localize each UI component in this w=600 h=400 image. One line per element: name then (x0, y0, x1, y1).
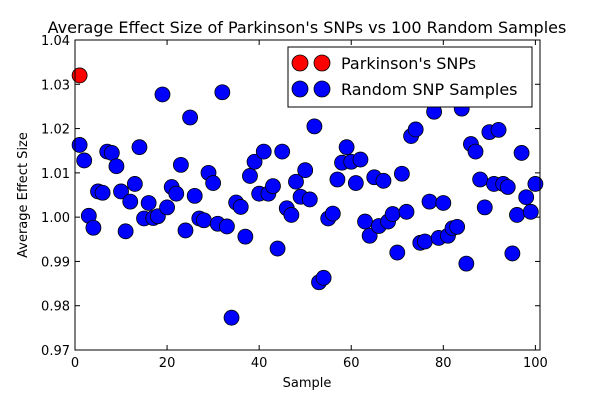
random-sample-point (283, 207, 300, 223)
random-sample-point (476, 199, 493, 216)
y-tick-label: 1.03 (41, 78, 70, 93)
random-sample-point (417, 233, 433, 250)
y-tick-label: 1.00 (41, 211, 70, 226)
random-sample-point (131, 139, 148, 156)
random-sample-point (338, 139, 355, 156)
random-sample-point (168, 185, 185, 202)
legend-label-parkinsons: Parkinson's SNPs (341, 54, 476, 73)
random-sample-point (527, 176, 544, 192)
random-sample-point (71, 137, 88, 153)
plot-frame (74, 39, 541, 351)
random-sample-point (177, 222, 194, 239)
x-tick-label: 100 (523, 356, 548, 371)
legend-label-random: Random SNP Samples (341, 80, 518, 99)
random-sample-point (255, 143, 272, 160)
x-tick-label: 60 (343, 356, 360, 371)
random-sample-point (159, 199, 175, 216)
y-tick-label: 0.98 (41, 300, 70, 315)
axis-ticks: 0 20 40 60 80 100 0.97 0.98 0.99 1.00 1.01 1.02 1.03… (41, 34, 548, 371)
random-sample-point (94, 184, 111, 201)
chart-title: Average Effect Size of Parkinson's SNPs … (48, 18, 567, 37)
random-sample-point (126, 176, 143, 192)
data-points (71, 67, 544, 326)
legend-marker-random-2 (313, 80, 331, 98)
random-sample-point (518, 189, 535, 206)
random-sample-point (246, 153, 263, 170)
random-sample-point (288, 173, 304, 190)
random-sample-point (393, 165, 410, 182)
random-sample-point (375, 172, 392, 189)
random-sample-point (389, 244, 406, 261)
y-axis-label: Average Effect Size (16, 132, 31, 258)
random-sample-point (223, 309, 240, 326)
random-sample-point (467, 143, 484, 160)
legend-marker-parkinsons-1 (291, 54, 309, 72)
random-sample-point (113, 183, 129, 200)
random-sample-point (219, 218, 235, 235)
random-sample-point (421, 193, 438, 210)
random-sample-point (242, 168, 258, 184)
random-sample-point (214, 84, 231, 101)
y-tick-label: 1.02 (41, 123, 70, 138)
random-sample-point (435, 195, 452, 211)
random-sample-point (154, 86, 171, 103)
random-sample-point (76, 152, 93, 169)
random-sample-point (504, 245, 521, 262)
random-sample-point (306, 118, 323, 135)
x-tick-label: 40 (251, 356, 268, 371)
legend-marker-random-1 (291, 80, 309, 98)
random-sample-point (458, 255, 475, 272)
y-tick-label: 1.04 (41, 34, 70, 49)
y-tick-label: 0.99 (41, 255, 70, 270)
random-sample-point (449, 218, 466, 235)
random-sample-point (384, 206, 401, 222)
random-sample-point (172, 156, 189, 173)
legend-marker-parkinsons-2 (313, 54, 331, 72)
random-sample-point (122, 193, 139, 210)
random-sample-point (352, 151, 369, 168)
random-sample-point (347, 175, 364, 191)
random-sample-point (522, 203, 539, 220)
random-sample-point (324, 205, 341, 222)
y-tick-label: 0.97 (41, 344, 70, 359)
legend: Parkinson's SNPs Random SNP Samples (287, 46, 533, 108)
random-sample-point (398, 203, 415, 220)
x-tick-label: 0 (71, 356, 79, 371)
random-sample-point (301, 191, 318, 208)
random-sample-point (196, 212, 212, 229)
random-sample-point (329, 171, 346, 188)
random-sample-point (186, 187, 203, 204)
legend-box (287, 46, 533, 108)
random-sample-point (274, 143, 291, 160)
random-sample-point (108, 158, 125, 175)
x-axis-label: Sample (283, 376, 332, 391)
random-sample-point (103, 145, 120, 161)
y-tick-label: 1.01 (41, 167, 70, 182)
random-sample-point (472, 171, 489, 188)
random-sample-point (85, 219, 102, 236)
random-sample-point (117, 223, 134, 240)
x-tick-label: 20 (159, 356, 176, 371)
random-sample-point (205, 175, 222, 191)
random-sample-point (357, 213, 373, 230)
random-sample-point (237, 228, 254, 245)
random-sample-point (509, 207, 525, 223)
random-sample-point (269, 240, 286, 257)
random-sample-point (140, 195, 157, 211)
random-sample-point (315, 269, 332, 286)
random-sample-point (182, 109, 198, 126)
parkinsons-point (71, 67, 88, 84)
random-sample-point (297, 162, 314, 179)
random-sample-point (265, 178, 281, 195)
random-sample-point (407, 121, 424, 138)
random-sample-point (499, 179, 516, 195)
x-tick-label: 80 (435, 356, 452, 371)
random-sample-point (513, 145, 530, 161)
random-sample-point (490, 121, 507, 138)
random-sample-point (232, 199, 249, 215)
random-sample-point (361, 227, 378, 244)
